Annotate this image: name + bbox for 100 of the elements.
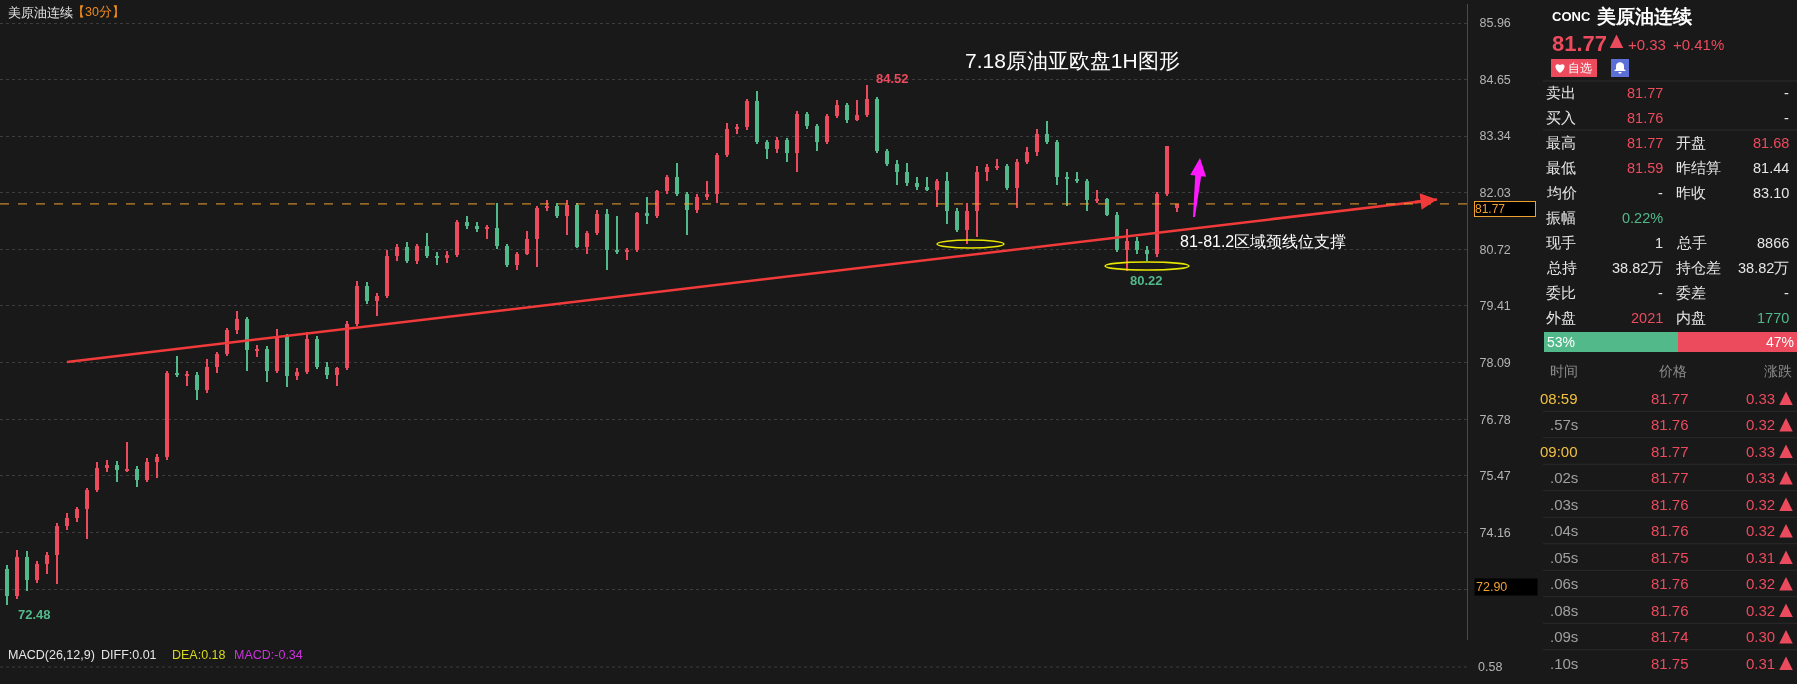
text: 均价 bbox=[1547, 185, 1577, 201]
text: 81.44 bbox=[1753, 160, 1790, 176]
annotation: 72.48 bbox=[18, 607, 51, 622]
text: 0.33 bbox=[1746, 469, 1776, 486]
text: 内盘 bbox=[1676, 310, 1706, 326]
text: .02s bbox=[1550, 469, 1579, 486]
text: 昨结算 bbox=[1676, 160, 1721, 176]
text: 开盘 bbox=[1676, 135, 1706, 151]
text: 0.31 bbox=[1746, 549, 1776, 566]
text: 81.74 bbox=[1651, 628, 1689, 645]
y-tick-label: 74.16 bbox=[1479, 525, 1511, 540]
text: 0.33 bbox=[1746, 390, 1776, 407]
y-tick-label: 82.03 bbox=[1479, 186, 1511, 201]
text: 0.22% bbox=[1622, 210, 1664, 226]
text: 38.82万 bbox=[1738, 260, 1790, 276]
text: 81.76 bbox=[1651, 496, 1689, 513]
text: +0.41% bbox=[1673, 36, 1725, 53]
text: 持仓差 bbox=[1676, 260, 1721, 276]
text: .03s bbox=[1550, 496, 1579, 513]
y-tick-label: 85.96 bbox=[1479, 16, 1511, 31]
annotation: 84.52 bbox=[876, 71, 909, 86]
data-label: 47% bbox=[1765, 334, 1794, 350]
text: .04s bbox=[1550, 522, 1579, 539]
text: 最高 bbox=[1546, 135, 1576, 151]
text: 38.82万 bbox=[1612, 260, 1664, 276]
text: - bbox=[1784, 285, 1789, 301]
text: 0.30 bbox=[1746, 628, 1776, 645]
text: 卖出 bbox=[1546, 85, 1576, 101]
text: 0.32 bbox=[1746, 602, 1776, 619]
text: 1770 bbox=[1757, 310, 1790, 326]
text: - bbox=[1784, 110, 1789, 126]
text: 08:59 bbox=[1540, 390, 1578, 407]
text: 81.76 bbox=[1651, 575, 1689, 592]
text: - bbox=[1658, 285, 1663, 301]
text: .09s bbox=[1550, 628, 1579, 645]
text: 81.76 bbox=[1651, 416, 1689, 433]
text: 0.32 bbox=[1746, 416, 1776, 433]
text: 0.32 bbox=[1746, 522, 1776, 539]
text: 现手 bbox=[1546, 235, 1576, 251]
text: 09:00 bbox=[1540, 443, 1578, 460]
y-tick-label: 76.78 bbox=[1479, 412, 1511, 427]
text: 81.77 bbox=[1627, 85, 1664, 101]
text: 81.75 bbox=[1651, 549, 1689, 566]
text: 总手 bbox=[1677, 235, 1707, 251]
text: 81.77 bbox=[1552, 31, 1608, 56]
text: 83.10 bbox=[1753, 185, 1790, 201]
chart-subtitle: 【30分】 bbox=[72, 5, 125, 19]
y-tick-label: 79.41 bbox=[1479, 299, 1511, 314]
text: 委差 bbox=[1676, 285, 1706, 301]
text: 81.77 bbox=[1651, 469, 1689, 486]
text: 外盘 bbox=[1546, 310, 1576, 326]
text: 委比 bbox=[1546, 285, 1576, 301]
text: 昨收 bbox=[1676, 185, 1706, 201]
text: 0.32 bbox=[1746, 496, 1776, 513]
y-tick-label: 83.34 bbox=[1479, 129, 1511, 144]
text: .57s bbox=[1550, 416, 1579, 433]
text: 81.77 bbox=[1651, 390, 1689, 407]
y-tick-label: 84.65 bbox=[1479, 72, 1511, 87]
text: 72.90 bbox=[1476, 580, 1508, 594]
text: DIFF:0.01 bbox=[101, 648, 157, 662]
text: - bbox=[1658, 185, 1663, 201]
candlestick bbox=[125, 442, 129, 472]
text: 最低 bbox=[1546, 160, 1576, 176]
text: 总持 bbox=[1547, 260, 1577, 276]
text: 81.59 bbox=[1627, 160, 1664, 176]
text: CONC 美原油连续 bbox=[1552, 5, 1693, 27]
category-label: 涨跌 bbox=[1764, 363, 1792, 379]
text: 买入 bbox=[1546, 110, 1576, 126]
text: MACD(26,12,9) bbox=[8, 648, 95, 662]
text: 0.32 bbox=[1746, 575, 1776, 592]
text: 81.77 bbox=[1651, 443, 1689, 460]
y-tick-label: 78.09 bbox=[1479, 356, 1511, 371]
data-label: 53% bbox=[1547, 334, 1576, 350]
text: 81.76 bbox=[1627, 110, 1664, 126]
text: 1 bbox=[1655, 235, 1664, 251]
text: .05s bbox=[1550, 549, 1579, 566]
y-tick-label: 80.72 bbox=[1479, 242, 1511, 257]
annotation: 7.18原油亚欧盘1H图形 bbox=[965, 49, 1180, 72]
category-label: 价格 bbox=[1658, 363, 1687, 379]
category-label: 时间 bbox=[1550, 363, 1578, 379]
y-tick-label: 75.47 bbox=[1479, 469, 1511, 484]
text: .06s bbox=[1550, 575, 1579, 592]
text: +0.33 bbox=[1628, 36, 1666, 53]
text: 81.68 bbox=[1753, 135, 1790, 151]
text: 8866 bbox=[1757, 235, 1790, 251]
ref-line-label: 81.77 bbox=[1475, 202, 1506, 216]
text: 2021 bbox=[1631, 310, 1664, 326]
text: MACD:-0.34 bbox=[234, 648, 303, 662]
chart-title: 美原油连续 bbox=[8, 5, 73, 20]
text: .10s bbox=[1550, 655, 1579, 672]
text: 81.77 bbox=[1627, 135, 1664, 151]
text: 振幅 bbox=[1546, 210, 1576, 226]
text: .08s bbox=[1550, 602, 1579, 619]
text: 81.76 bbox=[1651, 602, 1689, 619]
text: 81.75 bbox=[1651, 655, 1689, 672]
text: 0.58 bbox=[1478, 660, 1503, 674]
text: 0.31 bbox=[1746, 655, 1776, 672]
text: DEA:0.18 bbox=[172, 648, 226, 662]
text: - bbox=[1784, 85, 1789, 101]
text: 0.33 bbox=[1746, 443, 1776, 460]
